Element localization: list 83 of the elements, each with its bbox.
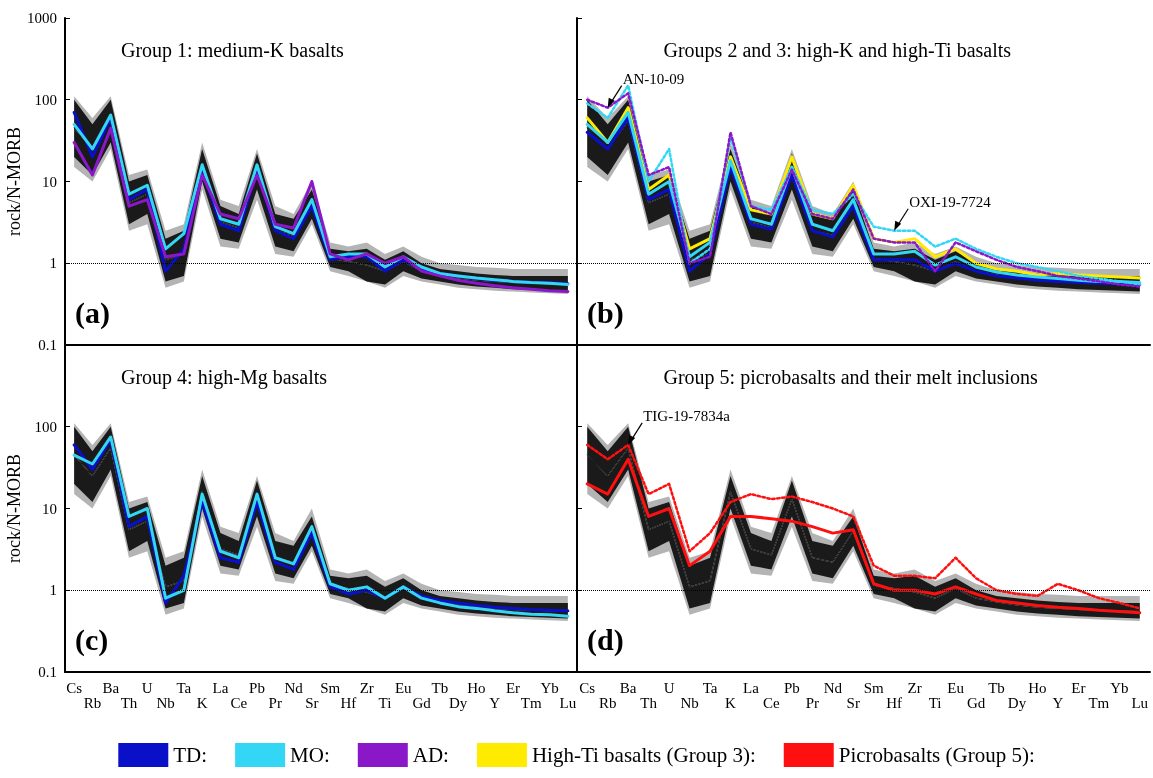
x-tick-label: Pr bbox=[268, 694, 282, 711]
x-tick-label: Rb bbox=[598, 694, 617, 711]
x-tick-label: Nd bbox=[823, 679, 843, 696]
x-tick-label: Ta bbox=[176, 679, 192, 696]
x-tick-label: Ta bbox=[702, 679, 718, 696]
x-tick-label: Ho bbox=[1028, 679, 1047, 696]
x-tick-label: Lu bbox=[1131, 694, 1149, 711]
x-tick-label: Cs bbox=[579, 679, 596, 696]
x-tick-label: La bbox=[743, 679, 760, 696]
x-tick-label: Er bbox=[505, 679, 521, 696]
x-tick-label: U bbox=[141, 679, 153, 696]
x-tick-label: Nd bbox=[284, 679, 304, 696]
text: Groups 2 and 3: high-K and high-Ti basalts bbox=[663, 39, 1012, 62]
x-tick-label: Lu bbox=[559, 694, 577, 711]
y-axis-title: rock/N-MORB bbox=[4, 127, 24, 236]
legend-label: Picrobasalts (Group 5): bbox=[838, 743, 1035, 767]
annotation: (a) bbox=[75, 295, 110, 330]
x-tick-label: Yb bbox=[1110, 679, 1129, 696]
y-tick-label: 100 bbox=[34, 91, 57, 108]
x-tick-label: Zr bbox=[907, 679, 922, 696]
x-tick-label: Pb bbox=[783, 679, 800, 696]
x-tick-label: Dy bbox=[448, 694, 468, 711]
x-tick-label: Sr bbox=[846, 694, 860, 711]
x-tick-label: Ba bbox=[102, 679, 120, 696]
x-tick-label: Ti bbox=[928, 694, 942, 711]
text: Group 4: high-Mg basalts bbox=[121, 366, 328, 389]
y-tick-label: 1 bbox=[49, 255, 57, 272]
x-tick-label: Y bbox=[1052, 694, 1064, 711]
x-tick-label: Eu bbox=[947, 679, 965, 696]
annotation: AN-10-09 bbox=[622, 71, 685, 88]
x-tick-label: Gd bbox=[966, 694, 986, 711]
y-axis-title: rock/N-MORB bbox=[4, 454, 24, 563]
y-tick-label: 0.1 bbox=[38, 664, 57, 680]
y-tick-label: 0.1 bbox=[38, 337, 57, 353]
x-tick-label: Tb bbox=[988, 679, 1005, 696]
x-tick-label: Eu bbox=[394, 679, 413, 696]
x-tick-label: Dy bbox=[1007, 694, 1027, 711]
x-tick-label: Hf bbox=[886, 694, 903, 711]
x-tick-label: Tm bbox=[520, 694, 543, 711]
x-tick-label: Sm bbox=[320, 679, 341, 696]
x-tick-label: Sr bbox=[305, 694, 319, 711]
x-tick-label: Ti bbox=[378, 694, 392, 711]
x-tick-label: Gd bbox=[412, 694, 432, 711]
y-tick-label: 1 bbox=[49, 582, 57, 599]
y-tick-label: 100 bbox=[34, 418, 57, 435]
text: Group 1: medium-K basalts bbox=[121, 39, 344, 62]
x-tick-label: Cs bbox=[66, 679, 83, 696]
x-tick-label: Hf bbox=[340, 694, 357, 711]
x-tick-label: Th bbox=[120, 694, 138, 711]
x-tick-label: La bbox=[212, 679, 229, 696]
x-tick-label: K bbox=[196, 694, 208, 711]
x-tick-label: Yb bbox=[540, 679, 559, 696]
x-tick-label: Nb bbox=[156, 694, 175, 711]
x-tick-label: Ce bbox=[230, 694, 248, 711]
x-tick-label: Tm bbox=[1088, 694, 1110, 711]
x-tick-label: K bbox=[725, 694, 737, 711]
annotation: OXI-19-7724 bbox=[909, 194, 992, 211]
x-tick-label: Th bbox=[640, 694, 658, 711]
legend-label: AD: bbox=[412, 743, 449, 767]
x-tick-label: Rb bbox=[83, 694, 102, 711]
x-tick-label: Sm bbox=[863, 679, 885, 696]
annotation: (b) bbox=[587, 295, 624, 330]
x-tick-label: Ba bbox=[619, 679, 637, 696]
x-tick-label: Y bbox=[489, 694, 501, 711]
x-tick-label: Ce bbox=[763, 694, 781, 711]
legend-label: MO: bbox=[290, 743, 330, 767]
x-tick-label: Tb bbox=[431, 679, 449, 696]
annotation: (d) bbox=[587, 622, 624, 657]
legend-label: TD: bbox=[173, 743, 208, 767]
x-tick-label: Pr bbox=[805, 694, 820, 711]
y-tick-label: 1000 bbox=[27, 10, 57, 26]
x-tick-label: Nb bbox=[680, 694, 699, 711]
text: Group 5: picrobasalts and their melt inclusions bbox=[663, 366, 1039, 389]
x-tick-label: Er bbox=[1071, 679, 1086, 696]
x-tick-label: Zr bbox=[359, 679, 374, 696]
legend-label: High-Ti basalts (Group 3): bbox=[531, 743, 756, 767]
x-tick-label: Ho bbox=[467, 679, 486, 696]
x-tick-label: Pb bbox=[249, 679, 265, 696]
x-tick-label: U bbox=[663, 679, 675, 696]
y-tick-label: 10 bbox=[42, 173, 57, 190]
annotation: (c) bbox=[75, 622, 109, 657]
y-tick-label: 10 bbox=[42, 500, 57, 517]
annotation: TIG-19-7834a bbox=[643, 408, 731, 425]
